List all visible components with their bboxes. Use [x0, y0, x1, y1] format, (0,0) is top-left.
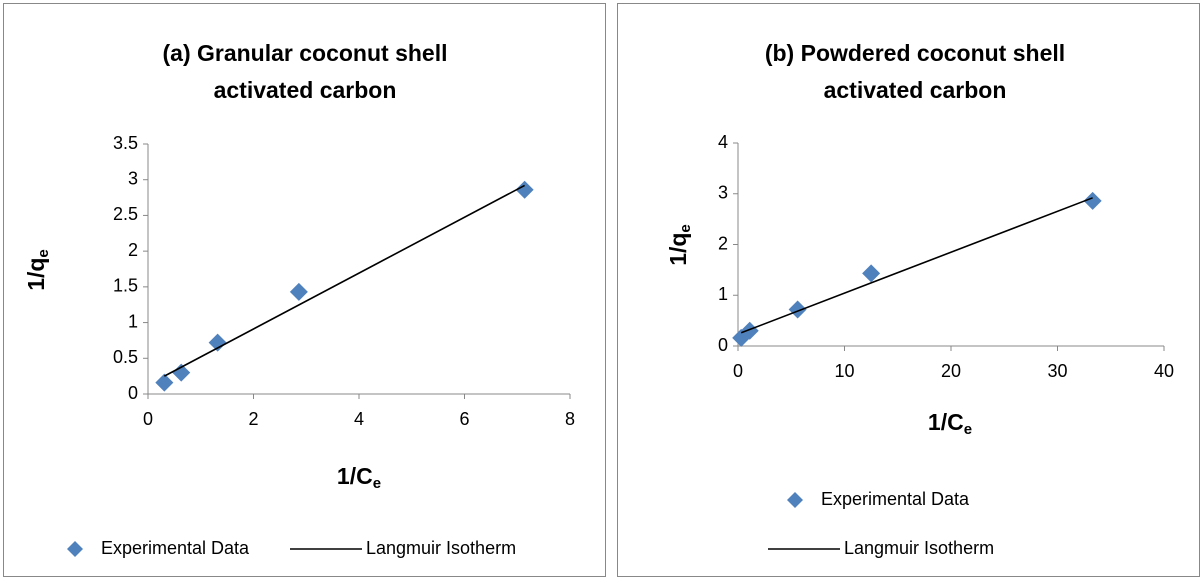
x-tick-label: 0 — [733, 361, 743, 381]
data-point — [155, 373, 174, 392]
x-tick-label: 30 — [1047, 361, 1067, 381]
y-tick-label: 3.5 — [113, 133, 138, 153]
x-tick-label: 20 — [941, 361, 961, 381]
data-point — [1083, 191, 1102, 210]
y-tick-label: 2 — [128, 240, 138, 260]
y-tick-label: 2 — [718, 233, 728, 253]
data-point — [740, 321, 759, 340]
legend-label: Langmuir Isotherm — [366, 538, 516, 558]
chart-title: (b) Powdered coconut shell — [765, 40, 1065, 66]
y-tick-label: 1.5 — [113, 276, 138, 296]
y-tick-label: 0 — [128, 383, 138, 403]
legend-marker — [787, 492, 803, 508]
y-axis-label: 1/qe — [665, 224, 694, 266]
chart-title: activated carbon — [824, 77, 1007, 103]
y-tick-label: 3 — [128, 168, 138, 188]
fit-line — [740, 197, 1093, 334]
y-tick-label: 0.5 — [113, 347, 138, 367]
x-axis-label: 1/Ce — [928, 409, 972, 438]
data-point — [788, 300, 807, 319]
data-point — [862, 264, 881, 283]
legend-marker — [67, 541, 83, 557]
y-tick-label: 4 — [718, 132, 728, 152]
y-tick-label: 2.5 — [113, 204, 138, 224]
y-tick-label: 1 — [718, 284, 728, 304]
data-point — [289, 282, 308, 301]
x-tick-label: 10 — [834, 361, 854, 381]
panel-border — [3, 3, 606, 577]
y-tick-label: 0 — [718, 335, 728, 355]
data-point — [208, 333, 227, 352]
x-tick-label: 8 — [565, 409, 575, 429]
x-axis-label: 1/Ce — [337, 463, 381, 492]
x-tick-label: 0 — [143, 409, 153, 429]
x-tick-label: 6 — [459, 409, 469, 429]
legend-label: Experimental Data — [821, 489, 970, 509]
x-tick-label: 2 — [248, 409, 258, 429]
y-tick-label: 1 — [128, 311, 138, 331]
y-tick-label: 3 — [718, 183, 728, 203]
panel-border — [617, 3, 1200, 577]
x-tick-label: 40 — [1154, 361, 1174, 381]
chart-title: (a) Granular coconut shell — [163, 40, 448, 66]
legend-label: Experimental Data — [101, 538, 250, 558]
x-tick-label: 4 — [354, 409, 364, 429]
legend-label: Langmuir Isotherm — [844, 538, 994, 558]
data-point — [515, 180, 534, 199]
data-point — [172, 363, 191, 382]
y-axis-label: 1/qe — [23, 249, 52, 291]
chart-title: activated carbon — [214, 77, 397, 103]
fit-line — [163, 184, 526, 377]
